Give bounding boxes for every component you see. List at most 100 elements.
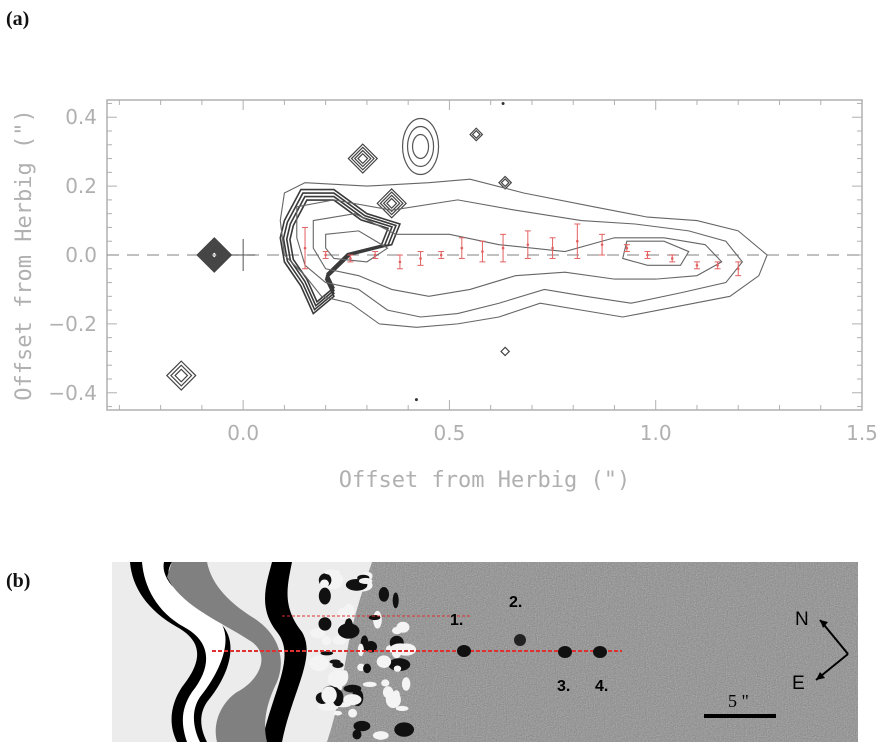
speckle [401, 677, 411, 691]
jet-contour [622, 240, 690, 266]
speckle [332, 636, 347, 645]
diamond-contour [198, 239, 230, 271]
diamond-contour [209, 249, 220, 261]
knot-marker [439, 253, 443, 257]
star-ring-inner [130, 562, 231, 742]
compass-north-label: N [795, 609, 809, 630]
y-tick-label: 0.4 [65, 105, 97, 129]
speckle [378, 587, 390, 602]
speckle [372, 731, 389, 740]
knot-marker [646, 253, 649, 257]
speckle [363, 663, 372, 674]
contour-chart: 0.0 0.5 1.0 1.5 −0.4 −0.2 0.0 0.2 0.4 Offset from… [12, 99, 878, 493]
knot-1-blob [457, 645, 471, 657]
y-tick-label: 0.0 [65, 243, 97, 267]
speckle [394, 722, 415, 737]
diamond-contour [353, 149, 372, 168]
x-tick-label: 1.5 [846, 421, 878, 445]
diamond-contour [170, 364, 193, 387]
knot-marker [419, 257, 422, 260]
speckle [337, 623, 360, 639]
speckle [393, 665, 402, 672]
speckle [357, 643, 364, 657]
knot-marker [716, 264, 719, 267]
knot-marker [398, 260, 402, 264]
speckle [309, 655, 329, 672]
speckle [390, 643, 411, 654]
x-tick-label: 0.0 [227, 421, 259, 445]
knot-marker [670, 257, 674, 260]
speckle [342, 694, 362, 706]
speckle [362, 681, 377, 688]
knot-marker [373, 253, 377, 257]
speckle [357, 663, 366, 672]
diamond-contour [469, 127, 484, 142]
knot-marker [695, 264, 699, 267]
speckle [341, 670, 349, 684]
speckle [319, 579, 329, 588]
speckle [329, 659, 341, 664]
jet-contour [325, 230, 389, 263]
knot-marker [551, 246, 554, 250]
speckle [309, 628, 326, 639]
diamond-contour [165, 360, 197, 391]
x-axis-label: Offset from Herbig (") [339, 468, 630, 493]
jet-contour [312, 213, 723, 297]
speckle [388, 658, 411, 672]
speckle [358, 577, 373, 585]
knot-label-1: 1. [450, 612, 463, 629]
knot-label-4: 4. [595, 678, 608, 695]
diamond-contour [203, 244, 225, 266]
diamond-contour [382, 194, 401, 213]
knot-label-3: 3. [557, 678, 570, 695]
knot-marker [481, 250, 484, 253]
x-tick-label: 0.5 [434, 421, 466, 445]
panel-label-a: (a) [6, 8, 30, 30]
speckle [323, 569, 340, 575]
head-contour [279, 188, 401, 315]
compass-east-label: E [792, 673, 805, 694]
knot-marker [600, 243, 604, 246]
speckle [321, 686, 337, 704]
knot-marker [736, 267, 740, 271]
y-tick-label: −0.2 [48, 312, 97, 336]
diamond-contour [500, 178, 510, 188]
loop-contour [406, 125, 435, 168]
star-core [167, 562, 281, 742]
diamond-contour [357, 152, 369, 165]
speckle [318, 617, 332, 631]
compass-icon [815, 619, 849, 681]
knot-label-2: 2. [509, 594, 522, 611]
y-tick-label: 0.2 [65, 174, 97, 198]
y-axis-label: Offset from Herbig (") [12, 109, 37, 400]
knot-marker [625, 246, 629, 250]
knot-marker [501, 246, 505, 250]
diamond-contour [379, 191, 404, 216]
speckle [381, 679, 390, 687]
knot-marker [324, 253, 327, 257]
diamond-contour [201, 242, 228, 268]
diamond-contour [206, 247, 223, 263]
speckle [385, 691, 401, 709]
star-ring-outer [112, 562, 307, 742]
noise-dot [501, 101, 505, 105]
y-tick-label: −0.4 [48, 381, 97, 405]
speckle [352, 729, 362, 740]
x-tick-label: 1.0 [640, 421, 672, 445]
knot-marker [576, 239, 579, 243]
diamond-contour [347, 143, 379, 174]
speckle [391, 626, 402, 635]
speckle [348, 708, 358, 718]
diamond-contour [196, 237, 233, 273]
diamond-contour [174, 368, 189, 383]
head-contour [282, 192, 398, 311]
loop-contour [411, 133, 430, 160]
diamond-contour [386, 197, 398, 209]
knot-marker [526, 243, 530, 246]
knot-marker [349, 257, 352, 260]
diamond-contour [498, 175, 513, 190]
speckle [337, 607, 352, 620]
speckle [321, 636, 332, 646]
knot-marker [303, 246, 307, 250]
speckle [318, 702, 339, 711]
